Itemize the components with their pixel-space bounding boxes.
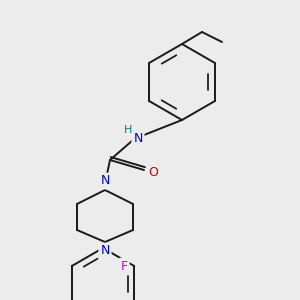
Text: F: F (121, 260, 128, 272)
Text: N: N (133, 131, 143, 145)
Text: H: H (124, 125, 132, 135)
Text: N: N (100, 244, 110, 257)
Text: N: N (100, 175, 110, 188)
Text: O: O (148, 166, 158, 178)
